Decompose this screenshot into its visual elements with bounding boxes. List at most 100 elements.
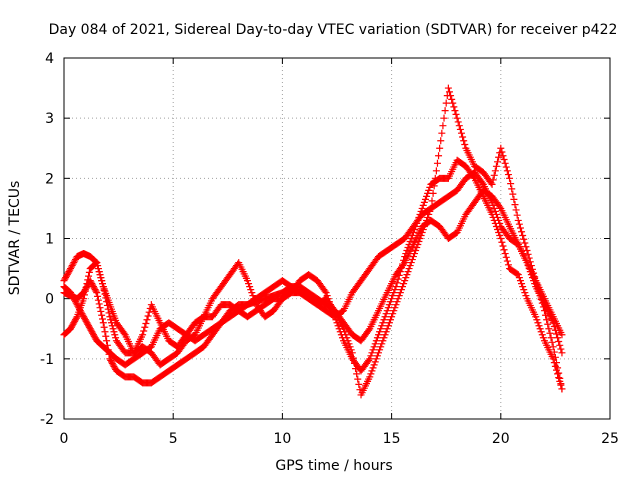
data-point: [535, 322, 543, 330]
data-point: [543, 316, 551, 324]
data-point: [511, 201, 519, 209]
data-point: [442, 99, 450, 107]
data-point: [87, 326, 95, 334]
data-point: [85, 268, 93, 276]
data-point: [523, 247, 531, 255]
data-point: [496, 219, 504, 227]
data-point: [95, 268, 103, 276]
data-point: [522, 243, 530, 251]
data-point: [85, 322, 93, 330]
data-point: [522, 292, 530, 300]
data-point: [108, 358, 116, 366]
data-point: [67, 290, 75, 298]
data-point: [107, 356, 115, 364]
data-point: [94, 265, 102, 273]
data-point: [389, 292, 397, 300]
data-point: [372, 337, 380, 345]
data-point: [67, 289, 75, 297]
data-point: [61, 275, 69, 283]
data-point: [518, 228, 526, 236]
data-point: [416, 235, 424, 242]
data-point: [454, 118, 462, 126]
data-point: [492, 162, 500, 170]
data-point: [107, 316, 115, 324]
data-point: [498, 238, 506, 246]
data-point: [397, 286, 405, 294]
y-tick-label: 0: [45, 292, 54, 308]
data-point: [495, 153, 503, 161]
data-point: [382, 328, 390, 336]
data-point: [85, 323, 93, 331]
data-point: [96, 271, 104, 279]
data-point: [380, 316, 388, 324]
data-point: [91, 286, 99, 294]
data-point: [97, 274, 105, 282]
data-point: [91, 334, 99, 342]
data-point: [432, 167, 440, 175]
data-point: [504, 261, 512, 269]
data-point: [419, 201, 427, 209]
data-point: [67, 325, 75, 333]
data-point: [112, 334, 120, 342]
data-point: [440, 114, 448, 122]
data-point: [142, 319, 150, 327]
data-point: [108, 322, 116, 330]
data-point: [93, 289, 101, 297]
data-point: [516, 224, 524, 232]
data-point: [70, 259, 78, 267]
y-tick-label: 1: [45, 232, 54, 248]
data-point: [557, 345, 565, 353]
data-point: [370, 343, 378, 351]
data-point: [554, 364, 562, 372]
data-point: [515, 220, 523, 228]
data-point: [80, 295, 88, 303]
data-point: [500, 156, 508, 164]
data-point: [514, 216, 522, 224]
data-point: [346, 343, 354, 351]
data-point: [102, 332, 110, 340]
data-point: [143, 316, 151, 324]
data-point: [528, 265, 536, 273]
data-point: [495, 216, 503, 224]
data-point: [405, 265, 413, 273]
data-point: [60, 277, 68, 285]
data-point: [425, 210, 433, 218]
data-point: [503, 167, 511, 175]
data-point: [371, 358, 379, 366]
data-point: [97, 307, 105, 315]
data-point: [385, 301, 393, 309]
data-point: [93, 259, 101, 267]
data-point: [488, 198, 496, 206]
data-point: [367, 370, 375, 378]
data-point: [349, 354, 357, 362]
data-point: [340, 325, 348, 333]
data-point: [450, 103, 458, 111]
data-point: [82, 283, 90, 291]
data-point: [383, 325, 391, 333]
data-point: [381, 313, 389, 321]
data-point: [65, 268, 73, 276]
data-point: [94, 292, 102, 300]
data-point: [520, 235, 528, 243]
data-point: [509, 190, 517, 198]
data-point: [76, 307, 84, 315]
data-point: [246, 283, 254, 291]
data-point: [379, 337, 387, 345]
data-point: [90, 284, 98, 292]
x-tick-label: 15: [383, 431, 401, 447]
data-point: [546, 329, 554, 337]
data-point: [82, 317, 90, 325]
data-point: [436, 144, 444, 152]
data-point: [67, 323, 75, 331]
data-point: [75, 304, 83, 312]
data-point: [448, 95, 456, 103]
data-point: [457, 129, 465, 137]
data-point: [109, 325, 117, 333]
data-point: [391, 286, 399, 294]
data-point: [531, 273, 539, 281]
data-point: [497, 144, 505, 152]
data-point: [111, 331, 119, 339]
y-tick-label: 4: [45, 51, 54, 67]
data-point: [503, 257, 511, 265]
data-point: [388, 295, 396, 303]
